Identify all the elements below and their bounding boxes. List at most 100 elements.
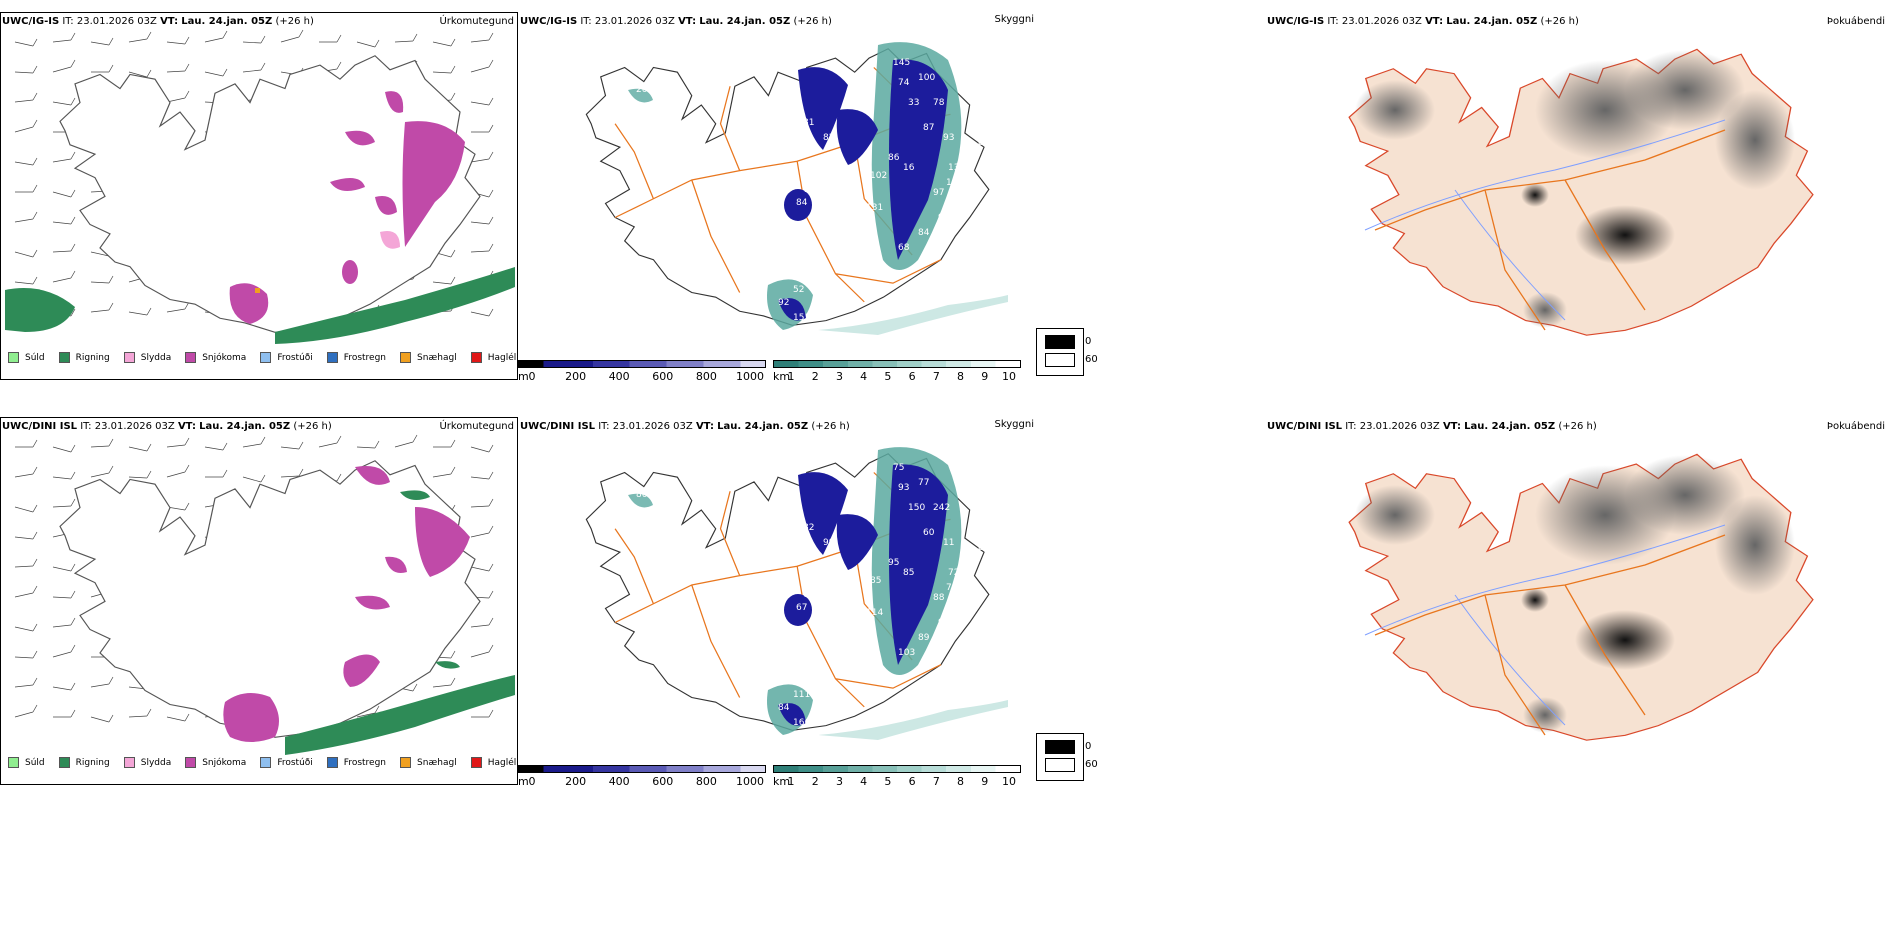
vis-tick: 4 xyxy=(860,775,868,788)
fog-key-box: 0 60 xyxy=(1036,328,1098,376)
precip-header: UWC/IG-IS IT: 23.01.2026 03Z VT: Lau. 24… xyxy=(2,16,314,27)
cloud-base-value: 104 xyxy=(948,198,965,208)
precip-panel-0: UWC/IG-IS IT: 23.01.2026 03Z VT: Lau. 24… xyxy=(0,0,520,380)
cloud-colorbar-strip xyxy=(518,360,766,368)
legend-item-6: Snæhagl xyxy=(400,757,457,768)
cloud-base-value: 111 xyxy=(793,690,810,700)
cloud-base-value: 10 xyxy=(946,178,958,188)
cloud-base-value: 33 xyxy=(908,98,919,108)
cloud-base-value: 85 xyxy=(903,568,914,578)
cloud-base-value: 166 xyxy=(793,718,810,728)
legend-item-3: Snjókoma xyxy=(185,757,246,768)
legend-label: Snæhagl xyxy=(417,352,457,363)
legend-label: Súld xyxy=(25,352,45,363)
cloud-base-value: 153 xyxy=(793,313,810,323)
fog-header: UWC/DINI ISL IT: 23.01.2026 03Z VT: Lau.… xyxy=(1267,421,1597,432)
vis-tick: 9 xyxy=(981,370,989,383)
fog-map xyxy=(1348,48,1814,336)
cloud-base-value: 100 xyxy=(918,73,935,83)
cloud-tick: 400 xyxy=(608,370,630,383)
cloud-colorbar-strip xyxy=(518,765,766,773)
cloud-base-value: 93 xyxy=(898,483,909,493)
vis-header: UWC/DINI ISL IT: 23.01.2026 03Z VT: Lau.… xyxy=(520,421,850,432)
vis-tick: 8 xyxy=(957,775,965,788)
cloud-base-value: 131 xyxy=(948,163,965,173)
cloud-base-value: 102 xyxy=(803,733,820,743)
cloud-base-value: 74 xyxy=(898,78,910,88)
legend-item-0: Súld xyxy=(8,352,45,363)
vis-tick: 2 xyxy=(811,370,819,383)
cloud-base-value: 83 xyxy=(978,138,989,148)
precip-frame xyxy=(0,417,518,785)
cloud-base-value: 84 xyxy=(778,703,790,713)
precip-panel-1: UWC/DINI ISL IT: 23.01.2026 03Z VT: Lau.… xyxy=(0,405,520,785)
cloud-unit: m xyxy=(518,370,529,383)
fog-panel-0: UWC/IG-IS IT: 23.01.2026 03Z VT: Lau. 24… xyxy=(1265,0,1895,380)
vis-tick: 1 xyxy=(787,370,795,383)
vis-tick: 10 xyxy=(1002,775,1016,788)
legend-label: Slydda xyxy=(140,352,172,363)
legend-swatch xyxy=(58,757,70,768)
fog-key-label: 0 xyxy=(1085,741,1092,752)
vis-title: Skyggni xyxy=(994,419,1034,430)
cloud-base-value: 114 xyxy=(866,608,883,618)
legend-swatch xyxy=(123,757,135,768)
cloud-base-value: 145 xyxy=(893,58,910,68)
cloud-tick: 800 xyxy=(695,370,717,383)
cloud-tick: 0 xyxy=(528,370,536,383)
cloud-base-value: 73 xyxy=(946,583,957,593)
legend-item-5: Frostregn xyxy=(326,757,386,768)
vis-tick: 6 xyxy=(908,370,916,383)
legend-swatch xyxy=(185,757,197,768)
vis-tick: 10 xyxy=(1002,370,1016,383)
fog-key-box: 0 60 xyxy=(1036,733,1098,781)
fog-key-swatch xyxy=(1045,758,1075,772)
fog-key-label: 60 xyxy=(1085,354,1098,365)
cloud-base-value: 84 xyxy=(796,198,808,208)
cloud-base-value: 99 xyxy=(823,538,835,548)
cloud-base-value: 79 xyxy=(803,185,815,195)
cloud-base-value: 131 xyxy=(866,203,883,213)
cloud-base-value: 88 xyxy=(933,593,945,603)
fog-key-swatch xyxy=(1045,353,1075,367)
cloud-base-value: 67 xyxy=(796,603,807,613)
legend-label: Haglél xyxy=(487,352,517,363)
legend-label: Snæhagl xyxy=(417,757,457,768)
cloud-tick: 1000 xyxy=(736,775,764,788)
cloud-base-value: 89 xyxy=(918,633,930,643)
legend-swatch xyxy=(8,352,19,363)
legend-swatch xyxy=(58,352,70,363)
precip-legend: Súld Rigning Slydda Snjókoma Frostúði Frostre… xyxy=(8,757,530,768)
legend-item-6: Snæhagl xyxy=(400,352,457,363)
cloud-tick: 600 xyxy=(652,775,674,788)
vis-unit: km xyxy=(773,775,791,788)
cloud-base-value: 93 xyxy=(943,133,954,143)
cloud-tick: 600 xyxy=(652,370,674,383)
vis-tick: 9 xyxy=(981,775,989,788)
cloud-base-value: 97 xyxy=(933,188,944,198)
cloud-tick: 200 xyxy=(565,370,587,383)
legend-item-4: Frostúði xyxy=(260,352,313,363)
cloud-base-value: 82 xyxy=(803,523,814,533)
cloud-colorbar: m 0 200 400 600 800 1000 xyxy=(518,765,766,789)
legend-label: Snjókoma xyxy=(202,757,247,768)
vis-tick: 7 xyxy=(932,775,940,788)
cloud-unit: m xyxy=(518,775,529,788)
fog-key-label: 60 xyxy=(1085,759,1098,770)
legend-item-2: Slydda xyxy=(123,352,172,363)
legend-label: Súld xyxy=(25,757,45,768)
legend-label: Haglél xyxy=(487,757,517,768)
legend-label: Frostregn xyxy=(343,352,387,363)
cloud-base-value: 102 xyxy=(870,171,887,181)
legend-label: Slydda xyxy=(140,757,172,768)
vis-colorbar: km 1 2 3 4 5 6 7 8 9 10 xyxy=(773,765,1021,789)
legend-swatch xyxy=(8,757,19,768)
visibility-panel-1: UWC/DINI ISL IT: 23.01.2026 03Z VT: Lau.… xyxy=(518,405,1098,788)
fog-panel-1: UWC/DINI ISL IT: 23.01.2026 03Z VT: Lau.… xyxy=(1265,405,1895,785)
cloud-tick: 200 xyxy=(565,775,587,788)
cloud-base-value: 78 xyxy=(933,98,945,108)
legend-item-2: Slydda xyxy=(123,757,172,768)
vis-colorbar-strip xyxy=(773,360,1021,368)
fog-title: Þokuábendi xyxy=(1826,421,1885,432)
cloud-tick: 1000 xyxy=(736,370,764,383)
